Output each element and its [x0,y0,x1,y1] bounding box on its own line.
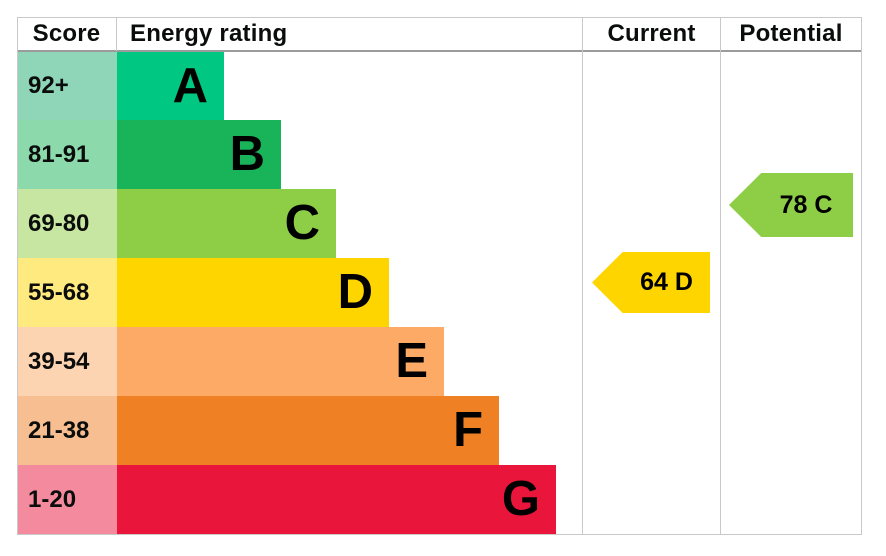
band-row-a: 92+ A [18,52,861,120]
table-border-left [17,17,18,535]
band-row-f: 21-38 F [18,396,861,465]
band-letter-d: D [337,265,373,319]
energy-rating-column-header: Energy rating [130,20,288,47]
table-border-top [17,17,862,18]
band-bar-a: A [117,52,224,120]
band-letter-e: E [395,334,428,388]
divider-energy-current [582,17,583,535]
score-range-e: 39-54 [18,327,117,396]
score-range-c: 69-80 [18,189,117,258]
band-bar-e: E [117,327,444,396]
header-underline [17,50,862,52]
score-column-header: Score [32,20,101,47]
potential-column-header: Potential [739,20,843,47]
potential-rating-label: 78 C [779,190,833,219]
band-row-b: 81-91 B [18,120,861,189]
band-bar-g: G [117,465,556,534]
score-range-f: 21-38 [18,396,117,465]
band-row-g: 1-20 G [18,465,861,534]
band-bar-f: F [117,396,499,465]
score-range-g: 1-20 [18,465,117,534]
table-border-bottom [17,534,862,535]
divider-current-potential [720,17,721,535]
band-row-c: 69-80 C [18,189,861,258]
divider-score-energy [116,17,117,51]
band-bar-b: B [117,120,281,189]
band-letter-a: A [172,58,208,113]
band-letter-g: G [501,472,540,526]
band-row-d: 55-68 D [18,258,861,327]
band-letter-f: F [453,403,483,457]
current-rating-label: 64 D [640,268,693,296]
band-bar-c: C [117,189,336,258]
band-bar-d: D [117,258,389,327]
score-range-a: 92+ [18,52,117,120]
band-letter-b: B [229,127,265,181]
band-row-e: 39-54 E [18,327,861,396]
table-border-right [861,17,862,535]
current-column-header: Current [607,20,696,47]
band-letter-c: C [284,196,320,250]
score-range-b: 81-91 [18,120,117,189]
score-range-d: 55-68 [18,258,117,327]
